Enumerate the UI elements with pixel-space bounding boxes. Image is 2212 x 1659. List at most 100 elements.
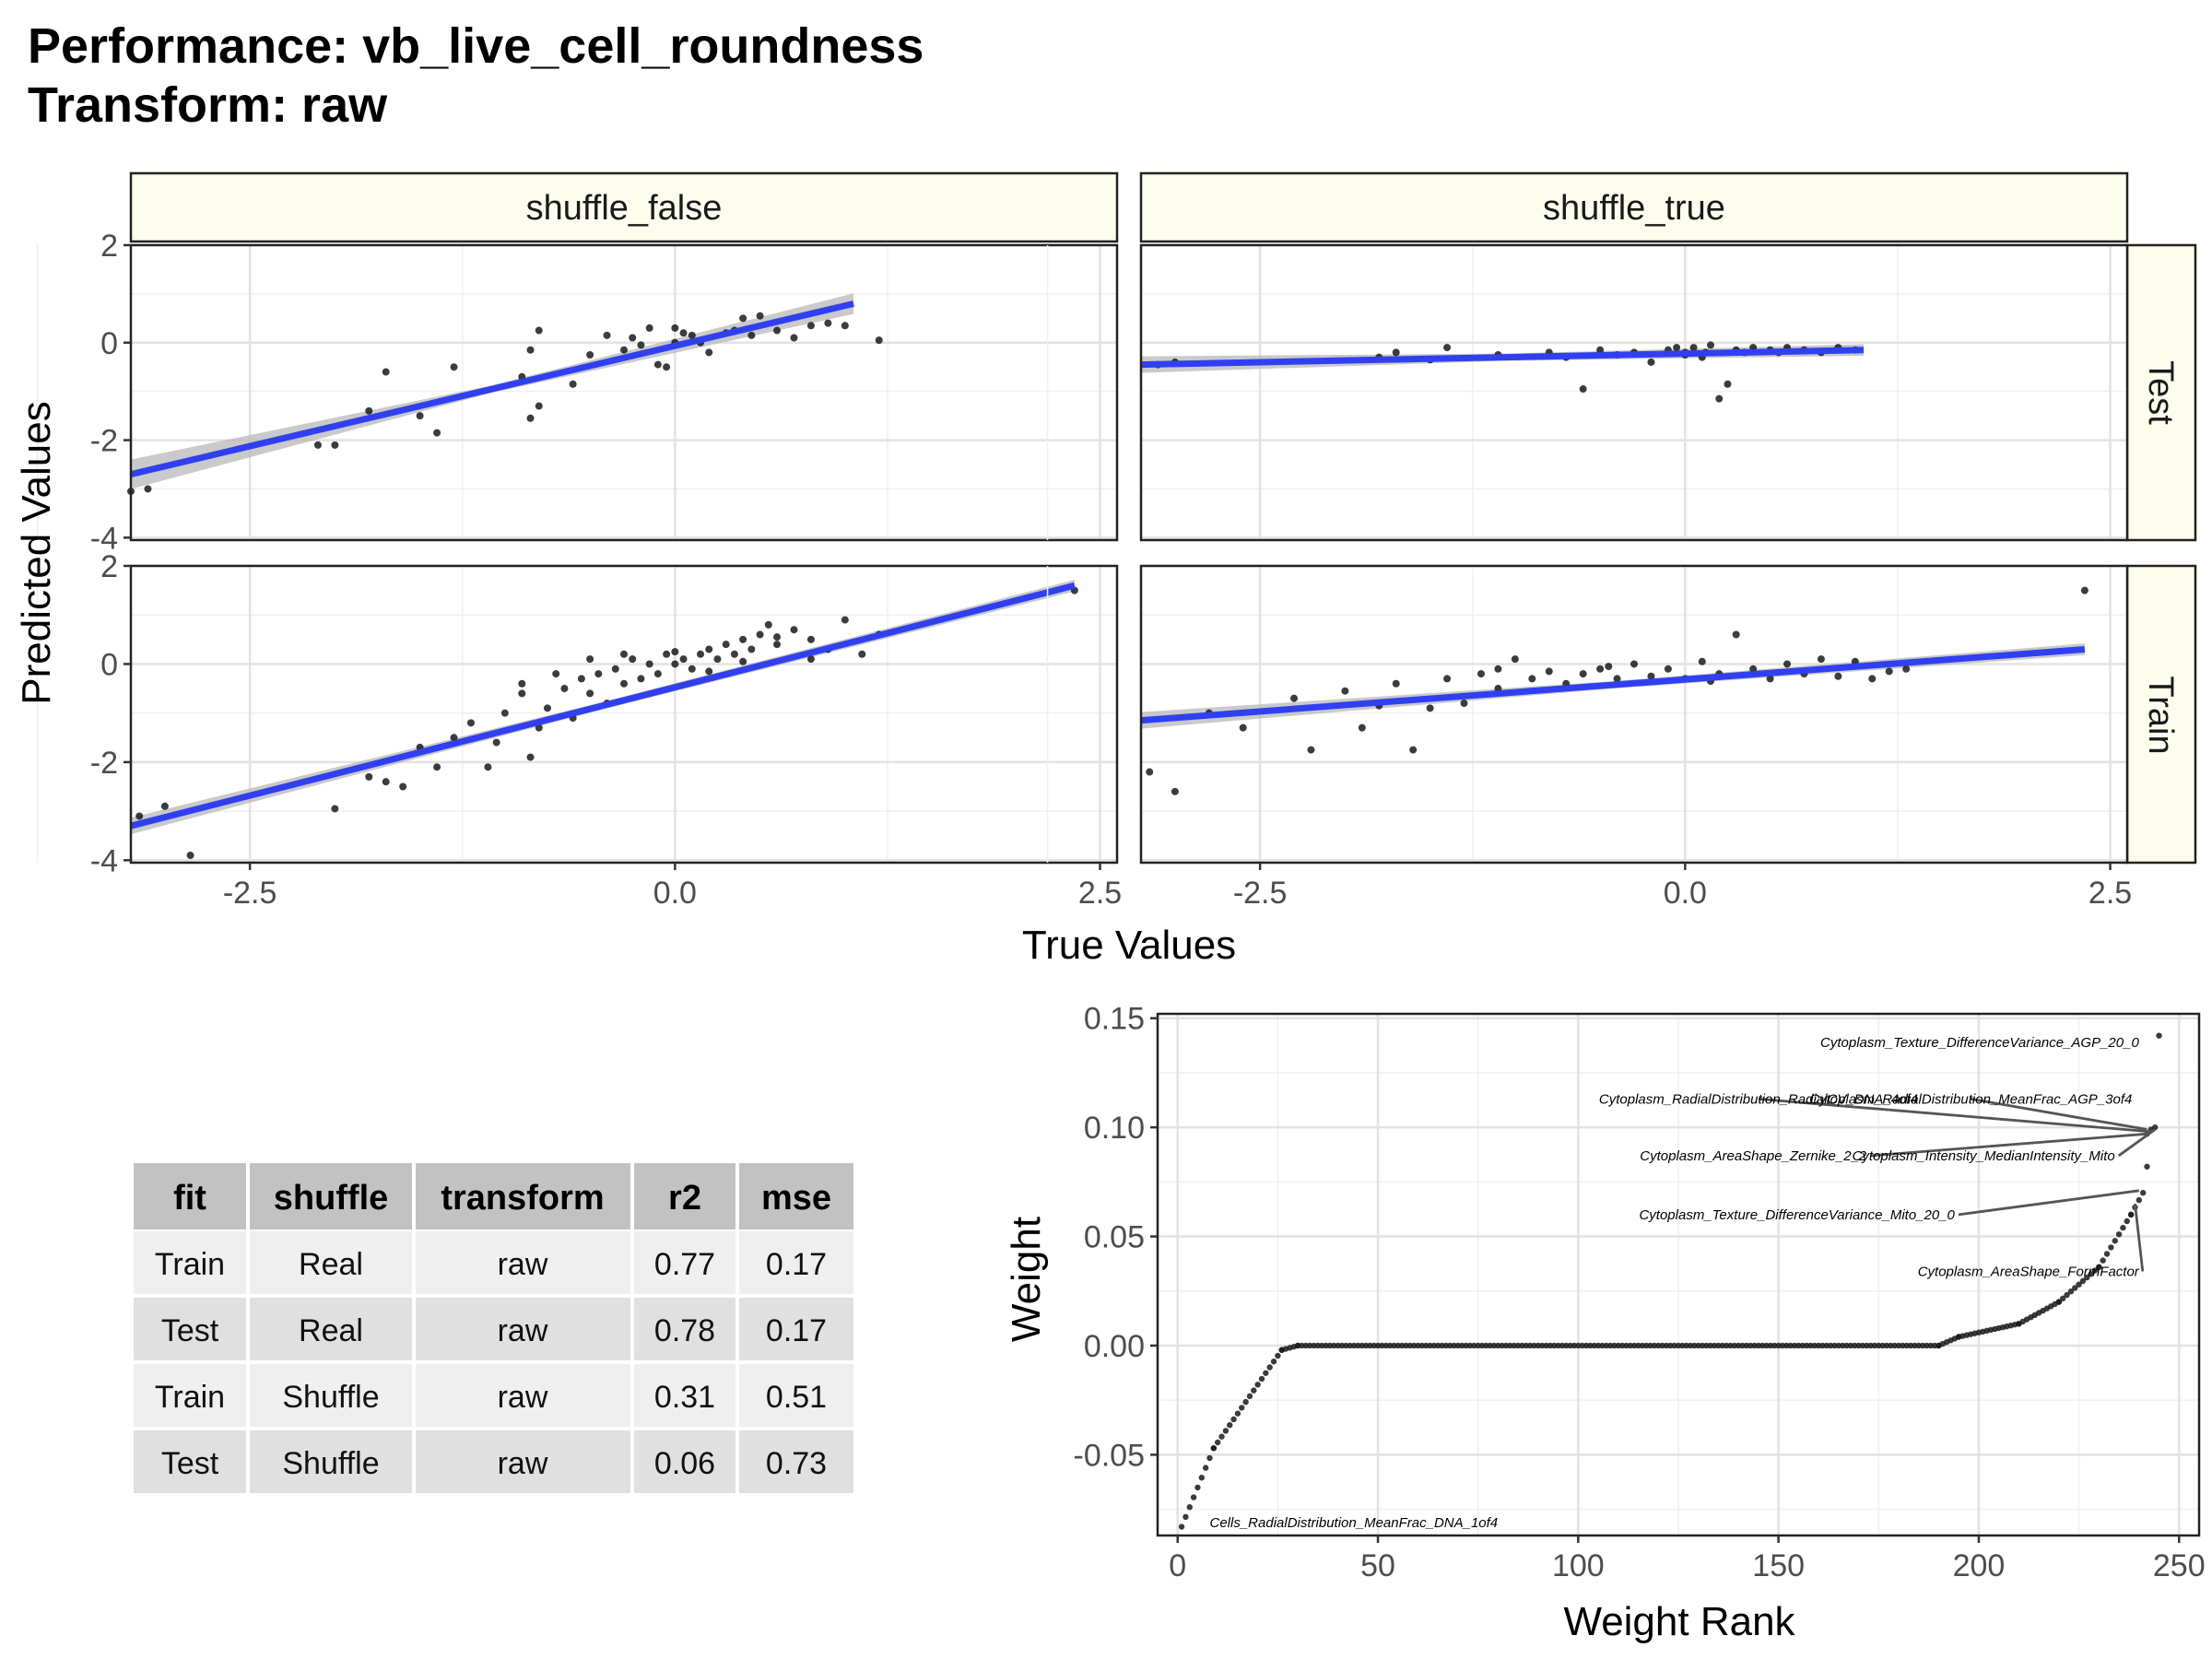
axis-tick-label: 150 [1752,1548,1805,1583]
data-point [1613,675,1621,683]
axis-tick-label: 250 [2153,1548,2206,1583]
data-point [637,675,645,683]
data-point [399,782,407,791]
axis-tick-label: 100 [1552,1548,1605,1583]
weight-point [1186,1504,1193,1511]
data-point [1545,667,1553,676]
data-point [790,334,798,342]
weights-x-axis-label: Weight Rank [1563,1599,1795,1644]
weight-point [2127,1211,2135,1218]
data-point [747,331,756,339]
data-point [1409,746,1418,754]
table-cell: 0.51 [766,1380,827,1415]
fit-line [130,300,854,478]
weight-point [1270,1359,1277,1365]
data-point [433,763,441,771]
weight-point [1182,1513,1189,1521]
fit-line [130,582,1076,830]
axis-tick-label: 0 [100,326,118,361]
weight-annotation-label: Cytoplasm_RadialDistribution_MeanFrac_AG… [1809,1091,2132,1107]
data-point [1596,665,1605,673]
axis-tick-label: -2.5 [223,876,277,911]
data-point [1605,663,1613,671]
weight-point [1239,1405,1245,1411]
data-point [1732,630,1740,639]
annotation-leader-line [2117,1128,2157,1158]
fit-line [1140,645,2086,724]
data-point [365,406,373,415]
data-point [679,655,688,664]
data-point [1392,348,1400,357]
weight-point [1222,1428,1230,1434]
table-cell: Test [161,1313,219,1348]
weight-point [1178,1524,1185,1530]
data-point [1290,694,1299,702]
table-cell: 0.31 [654,1380,715,1415]
axis-tick-label: 2.5 [2088,876,2132,911]
data-point [824,319,832,327]
data-point [756,630,764,639]
data-point [552,670,560,678]
weight-point [1266,1364,1273,1371]
data-point [416,412,424,420]
table-header-cell: transform [441,1179,604,1218]
data-point [382,368,390,376]
data-point [603,331,611,339]
data-point [747,645,756,653]
figure-title-line2: Transform: raw [28,77,388,133]
data-point [688,331,696,339]
axis-tick-label: 0 [100,647,118,682]
weight-point [2072,1285,2078,1291]
data-point [875,336,883,345]
facet-grid: shuffle_false shuffle_true Test Train -4… [14,171,2197,968]
data-point [594,670,603,678]
facet-panel [1046,564,2129,865]
data-point [500,709,509,717]
axis-tick-label: -2 [90,424,118,459]
data-point [1477,670,1485,678]
weight-point [1190,1494,1197,1500]
weight-annotation-label: Cytoplasm_Intensity_MedianIntensity_Mito [1853,1148,2115,1164]
axis-tick-label: 0.0 [653,876,697,911]
table-header-row: fit shuffle transform r2 mse [134,1163,853,1230]
data-point [518,689,526,698]
weight-point [2055,1299,2063,1305]
data-point [535,724,543,732]
data-point [806,655,815,664]
panel-border [1139,564,2129,865]
table-row: Train Real raw 0.77 0.17 [134,1231,853,1294]
weight-point [1198,1475,1206,1481]
data-point [535,326,543,335]
data-point [1171,787,1179,795]
data-point [492,738,500,747]
axis-tick-label: 0.0 [1664,876,1707,911]
weight-point [2124,1218,2130,1225]
data-point [313,441,322,449]
weight-point [2096,1264,2102,1270]
data-point [1834,672,1842,680]
weights-y-axis: -0.05 0.00 0.05 0.10 0.15 [1074,1002,1158,1473]
data-point [697,650,705,658]
data-point [450,734,458,742]
weight-point [2144,1163,2150,1170]
weight-point [1254,1382,1261,1388]
weight-annotation-label: Cytoplasm_Texture_DifferenceVariance_AGP… [1820,1035,2139,1051]
data-point [331,441,339,449]
data-point [331,805,339,813]
data-point [705,667,713,676]
data-point [663,650,671,658]
data-point [1902,665,1911,673]
data-point [620,346,628,354]
data-point [620,650,628,658]
weight-annotation-label: Cytoplasm_RadialDistribution_RadialCV_DN… [1599,1091,1918,1107]
table-cell: Real [299,1247,363,1282]
data-point [705,645,713,653]
data-point [382,778,390,786]
data-point [679,329,688,337]
weight-point [1251,1387,1257,1394]
table-cell: raw [498,1380,548,1415]
data-point [1707,341,1715,349]
weight-point [2103,1251,2111,1257]
table-cell: 0.17 [766,1247,827,1282]
data-point [671,660,679,668]
